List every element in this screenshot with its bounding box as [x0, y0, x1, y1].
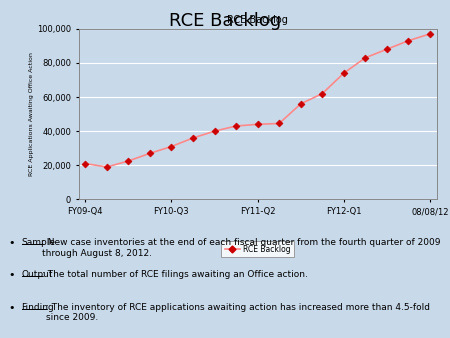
Text: •: •: [8, 270, 14, 281]
Text: RCE Backlog: RCE Backlog: [169, 12, 281, 30]
Text: •: •: [8, 303, 14, 313]
Text: : The total number of RCE filings awaiting an Office action.: : The total number of RCE filings awaiti…: [42, 270, 308, 280]
Title: RCE Backlog: RCE Backlog: [227, 15, 288, 25]
Text: : The inventory of RCE applications awaiting action has increased more than 4.5-: : The inventory of RCE applications awai…: [45, 303, 430, 322]
Legend: RCE Backlog: RCE Backlog: [221, 241, 294, 258]
Text: Sample: Sample: [22, 238, 56, 247]
Text: Output: Output: [22, 270, 53, 280]
Y-axis label: RCE Applications Awaiting Office Action: RCE Applications Awaiting Office Action: [29, 52, 34, 176]
Text: : New case inventories at the end of each fiscal quarter from the fourth quarter: : New case inventories at the end of eac…: [42, 238, 441, 258]
Text: •: •: [8, 238, 14, 248]
Text: Finding: Finding: [22, 303, 54, 312]
